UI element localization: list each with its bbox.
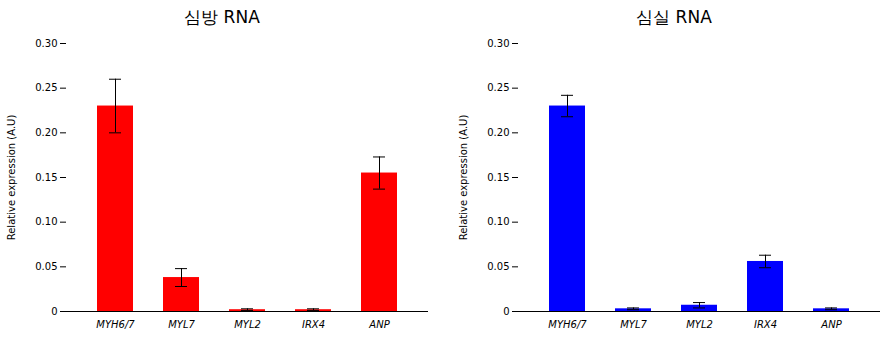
- svg-text:0.25: 0.25: [487, 82, 509, 93]
- svg-text:0.30: 0.30: [35, 38, 57, 49]
- html-text:심실 RNA: 심실 RNA: [636, 7, 712, 27]
- svg-text:0.05: 0.05: [35, 261, 57, 272]
- svg-text:Relative expression (A.U): Relative expression (A.U): [6, 115, 17, 241]
- svg-text:0.10: 0.10: [487, 216, 509, 227]
- svg-text:0.25: 0.25: [35, 82, 57, 93]
- svg-text:0: 0: [51, 306, 57, 317]
- svg-text:0.30: 0.30: [487, 38, 509, 49]
- svg-text:0.20: 0.20: [487, 127, 509, 138]
- svg-text:MYH6/7: MYH6/7: [96, 319, 135, 330]
- svg-text:0.15: 0.15: [487, 172, 509, 183]
- svg-text:MYL2: MYL2: [234, 319, 261, 330]
- svg-text:0.10: 0.10: [35, 216, 57, 227]
- svg-text:0: 0: [503, 306, 509, 317]
- svg-text:MYL7: MYL7: [620, 319, 647, 330]
- svg-text:IRX4: IRX4: [754, 319, 777, 330]
- svg-text:ANP: ANP: [368, 319, 390, 330]
- svg-text:Relative expression (A.U): Relative expression (A.U): [458, 115, 469, 241]
- html-text:심방 RNA: 심방 RNA: [184, 7, 260, 27]
- svg-text:0.20: 0.20: [35, 127, 57, 138]
- svg-text:ANP: ANP: [820, 319, 842, 330]
- svg-text:MYL2: MYL2: [686, 319, 713, 330]
- svg-text:MYL7: MYL7: [168, 319, 195, 330]
- svg-text:IRX4: IRX4: [302, 319, 325, 330]
- svg-text:0.05: 0.05: [487, 261, 509, 272]
- svg-text:0.15: 0.15: [35, 172, 57, 183]
- svg-text:MYH6/7: MYH6/7: [548, 319, 587, 330]
